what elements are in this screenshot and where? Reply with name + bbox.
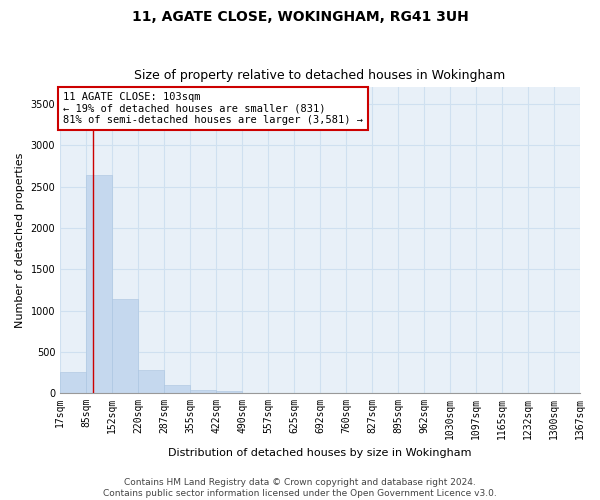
Y-axis label: Number of detached properties: Number of detached properties [15,152,25,328]
Bar [164,386,190,393]
Bar [112,299,138,393]
Bar [216,391,242,393]
Bar [86,175,112,393]
Text: 11 AGATE CLOSE: 103sqm
← 19% of detached houses are smaller (831)
81% of semi-de: 11 AGATE CLOSE: 103sqm ← 19% of detached… [63,92,363,125]
X-axis label: Distribution of detached houses by size in Wokingham: Distribution of detached houses by size … [169,448,472,458]
Bar [190,390,216,393]
Bar [60,372,86,393]
Text: 11, AGATE CLOSE, WOKINGHAM, RG41 3UH: 11, AGATE CLOSE, WOKINGHAM, RG41 3UH [131,10,469,24]
Text: Contains HM Land Registry data © Crown copyright and database right 2024.
Contai: Contains HM Land Registry data © Crown c… [103,478,497,498]
Bar [139,370,164,393]
Title: Size of property relative to detached houses in Wokingham: Size of property relative to detached ho… [134,69,506,82]
